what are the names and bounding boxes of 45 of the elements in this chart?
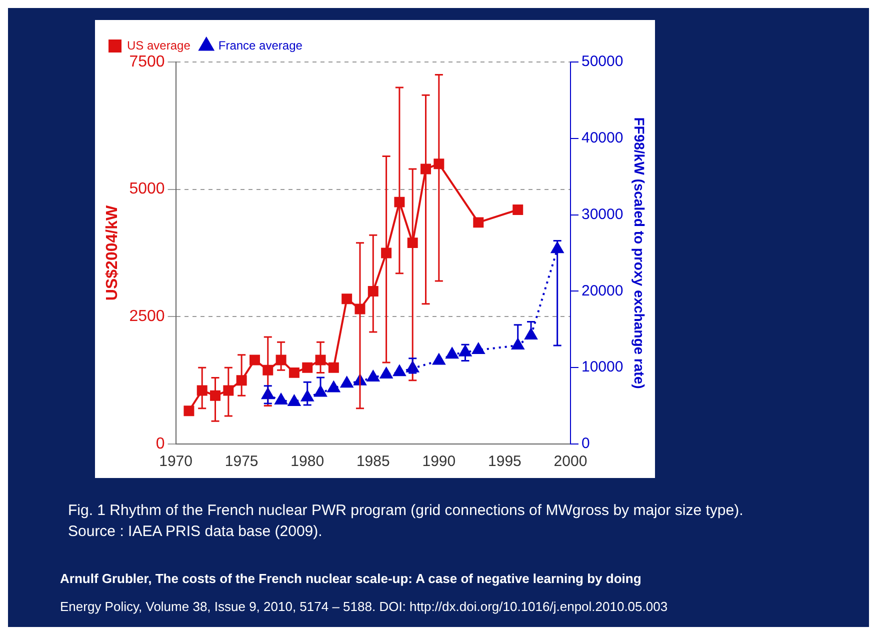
point xyxy=(327,381,340,392)
point xyxy=(274,393,288,404)
point xyxy=(366,370,380,382)
x-tick-label: 1995 xyxy=(488,453,522,470)
point xyxy=(512,204,524,215)
x-tick-label: 1970 xyxy=(159,453,192,470)
point xyxy=(340,376,354,388)
caption: Fig. 1 Rhythm of the French nuclear PWR program (grid connections of MWgross by major size type). Source : IAEA PRIS data base (2009). xyxy=(68,501,744,542)
x-tick-label: 1990 xyxy=(422,453,456,470)
y2-tick-label: 30000 xyxy=(581,206,624,223)
y-tick-label: 5000 xyxy=(129,180,165,198)
y-tick-label: 7500 xyxy=(129,53,165,70)
text: Energy Policy, Volume 38, Issue 9, 2010, 5174 – 5188. DOI: http://dx.doi.org/10.1016/j.enpol.2010.05.003 xyxy=(60,599,668,614)
point xyxy=(524,328,538,340)
text: Arnulf Grubler, The costs of the French nuclear scale-up: A case of negative learning by doing xyxy=(60,571,642,586)
y2-tick-label: 20000 xyxy=(581,282,624,300)
y-axis-title: US$2004/kW xyxy=(104,204,122,301)
point xyxy=(249,354,260,366)
x-tick-label: 1980 xyxy=(290,453,324,470)
point xyxy=(446,348,458,359)
x-tick-label: 2000 xyxy=(554,453,588,470)
point xyxy=(302,362,313,373)
point xyxy=(512,338,524,350)
point xyxy=(393,365,406,376)
point xyxy=(342,294,352,304)
y2-tick-label: 40000 xyxy=(581,130,624,147)
y-tick-label: 2500 xyxy=(129,308,165,326)
point xyxy=(473,217,484,228)
y2-axis-title: FF98/kW (scaled to proxy exchange rate) xyxy=(632,117,648,389)
y2-tick-label: 50000 xyxy=(581,53,624,70)
legend-label: US average xyxy=(127,38,191,52)
point xyxy=(288,394,300,406)
point xyxy=(472,343,485,354)
point xyxy=(432,354,446,365)
y2-tick-label: 10000 xyxy=(581,358,624,376)
x-tick-label: 1975 xyxy=(224,453,258,470)
point xyxy=(184,406,194,416)
legend-label: France average xyxy=(218,38,303,52)
y2-tick-label: 0 xyxy=(581,435,590,452)
x-tick-label: 1985 xyxy=(356,453,390,470)
point xyxy=(288,367,300,378)
y-tick-label: 0 xyxy=(156,435,165,452)
point xyxy=(314,386,327,397)
point xyxy=(380,367,392,378)
point xyxy=(328,362,339,373)
